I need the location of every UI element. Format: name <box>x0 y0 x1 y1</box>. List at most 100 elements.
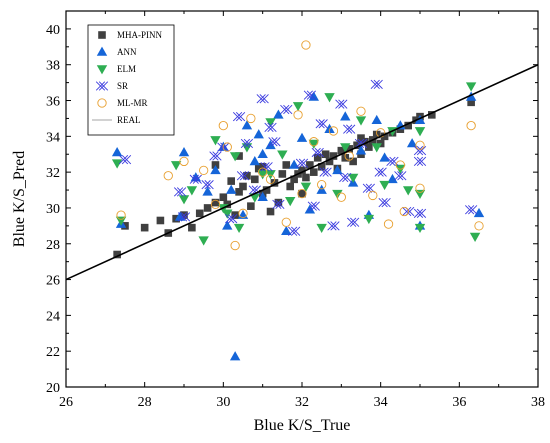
ann-point <box>355 145 367 155</box>
y-tick-label: 28 <box>46 238 60 253</box>
y-tick-label: 26 <box>46 274 60 289</box>
legend-label-mha-pinn: MHA-PINN <box>117 30 163 40</box>
mha-pinn-point <box>329 152 338 160</box>
y-tick-label: 34 <box>46 130 60 145</box>
sr-stroke <box>228 214 238 224</box>
ml-mr-point <box>238 208 248 218</box>
sr-stroke <box>365 183 375 193</box>
x-tick-label: 26 <box>59 395 73 410</box>
mha-pinn-point <box>243 171 251 180</box>
mha-pinn-point <box>262 186 271 194</box>
sr-stroke <box>118 154 129 165</box>
elm-point <box>414 223 426 234</box>
sr-stroke <box>347 217 357 227</box>
elm-point <box>465 82 477 92</box>
mha-pinn-point <box>195 209 204 218</box>
elm-point <box>285 196 296 207</box>
sr-stroke <box>260 162 270 172</box>
y-tick-label: 38 <box>46 59 60 74</box>
ml-mr-point <box>383 219 394 229</box>
sr-stroke <box>298 158 309 168</box>
ann-point <box>226 184 237 194</box>
ann-point <box>379 152 390 162</box>
sr-point <box>240 138 254 149</box>
y-tick-label: 20 <box>46 381 60 396</box>
mha-pinn-point <box>258 162 267 171</box>
sr-stroke <box>306 90 316 100</box>
ml-mr-point <box>246 113 256 124</box>
ann-point <box>406 138 418 148</box>
sr-point <box>339 172 352 183</box>
mha-pinn-point <box>235 188 243 196</box>
x-tick-label: 38 <box>531 395 545 410</box>
elm-point <box>222 209 233 219</box>
ann-point <box>473 207 485 218</box>
sr-series <box>118 79 478 236</box>
sr-stroke <box>291 226 301 236</box>
sr-point <box>413 156 427 167</box>
sr-stroke <box>189 174 199 184</box>
mha-pinn-point <box>380 132 389 141</box>
sr-stroke <box>272 199 282 209</box>
sr-stroke <box>280 104 290 115</box>
sr-stroke <box>271 137 281 147</box>
elm-point <box>249 193 260 203</box>
elm-point <box>340 143 351 153</box>
ml-mr-point <box>230 240 240 251</box>
sr-stroke <box>322 167 332 177</box>
mha-pinn-point <box>188 223 196 232</box>
sr-point <box>209 151 222 161</box>
mha-pinn-point <box>345 145 353 153</box>
mha-pinn-point <box>353 141 361 150</box>
sr-point <box>189 174 202 184</box>
sr-stroke <box>192 174 202 184</box>
sr-point <box>177 212 191 222</box>
mha-pinn-point <box>113 250 121 259</box>
mha-pinn-point <box>306 161 314 169</box>
legend: MHA-PINN ANN ELM SR ML-MR REAL <box>87 24 175 136</box>
ann-point <box>174 211 186 221</box>
sr-stroke <box>268 137 278 147</box>
elm-point <box>277 150 288 160</box>
ml-mr-point <box>116 210 126 220</box>
sr-stroke <box>374 167 384 177</box>
sr-stroke <box>354 138 365 149</box>
sr-stroke <box>386 156 396 167</box>
sr-point <box>256 94 269 104</box>
elm-point <box>229 152 241 162</box>
sr-point <box>394 171 407 181</box>
sr-stroke <box>413 146 424 156</box>
sr-point <box>311 147 324 158</box>
elm-point <box>241 143 253 153</box>
y-tick-label: 32 <box>46 166 60 181</box>
sr-stroke <box>204 180 214 190</box>
sr-stroke <box>236 171 247 181</box>
sr-point <box>374 167 387 177</box>
sr-point <box>272 199 285 209</box>
sr-stroke <box>201 180 211 190</box>
mha-pinn-point <box>203 204 212 212</box>
ann-point <box>210 164 221 175</box>
axes: 26 28 30 32 34 36 38 20 22 24 26 28 30 32 34 36 38 40 <box>46 10 545 410</box>
mha-pinn-point <box>325 157 334 166</box>
ann-point <box>249 156 260 166</box>
ann-point <box>332 164 343 175</box>
sr-stroke <box>405 206 415 217</box>
ann-point <box>387 173 398 184</box>
x-tick-label: 34 <box>374 395 388 410</box>
legend-label-ann: ANN <box>117 47 137 57</box>
mha-pinn-point <box>239 182 247 191</box>
ann-point <box>241 120 253 130</box>
mha-pinn-point <box>428 111 436 119</box>
sr-stroke <box>413 156 424 167</box>
sr-stroke <box>378 197 388 208</box>
sr-stroke <box>259 94 269 104</box>
ml-mr-point <box>218 120 228 131</box>
mha-pinn-point <box>282 161 291 169</box>
legend-box <box>87 24 175 136</box>
ann-point <box>202 186 213 196</box>
ml-mr-point <box>293 110 303 120</box>
x-tick-label: 36 <box>452 395 466 410</box>
x-tick-label: 30 <box>216 395 230 410</box>
